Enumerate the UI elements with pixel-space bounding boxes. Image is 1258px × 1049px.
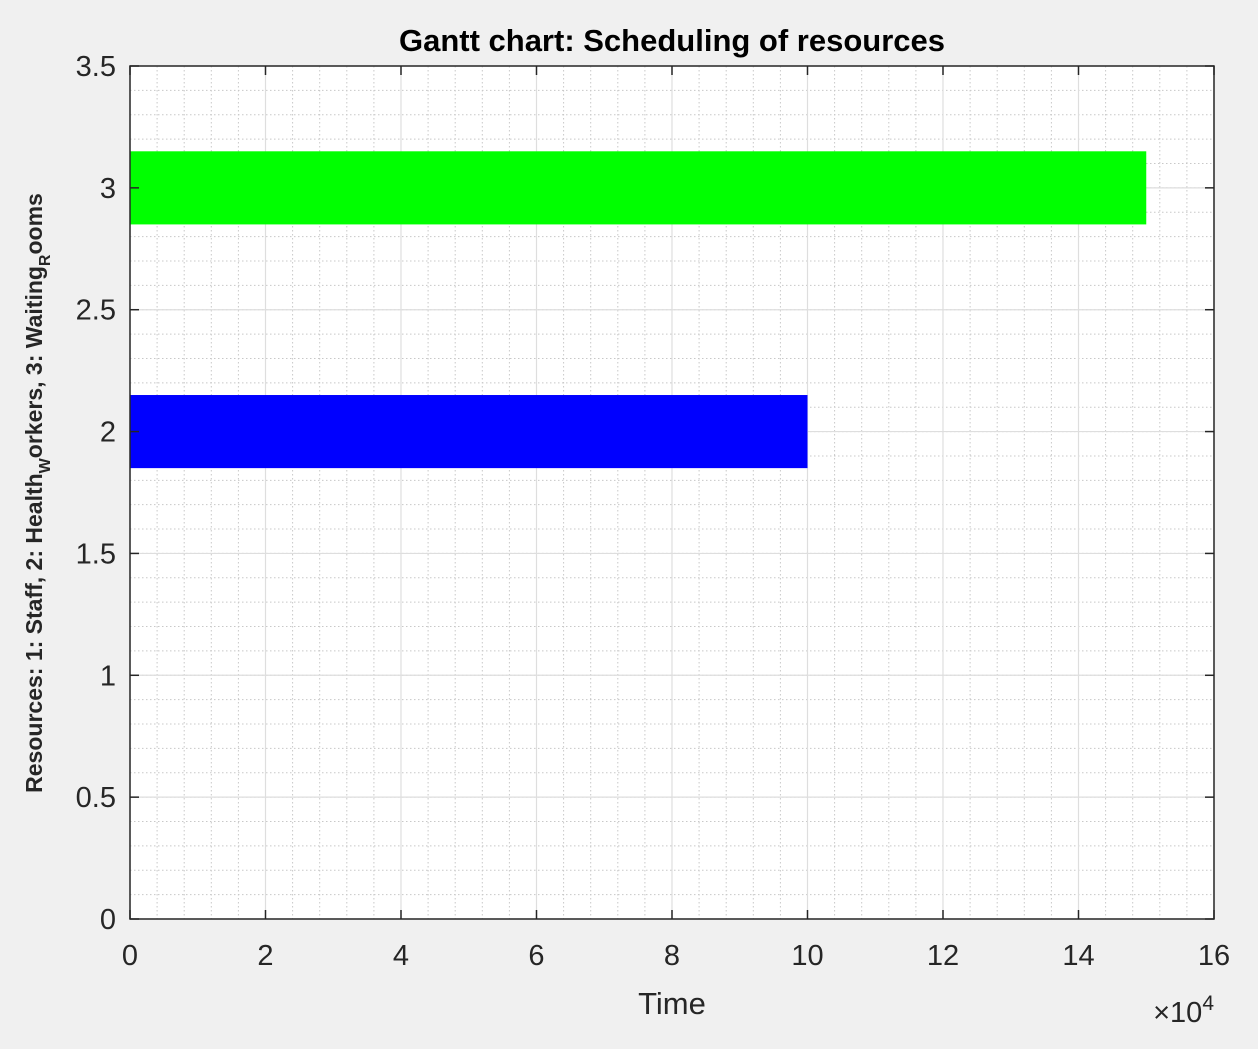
y-tick-label: 0 <box>100 904 116 936</box>
y-tick-labels: 0 0.5 1 1.5 2 2.5 3 3.5 <box>76 51 116 936</box>
y-tick-label: 1.5 <box>76 538 116 570</box>
x-tick-label: 12 <box>927 940 959 972</box>
x-tick-label: 14 <box>1062 940 1094 972</box>
gantt-bar-resource-3 <box>130 151 1147 225</box>
gantt-bar-resource-2 <box>130 395 808 469</box>
chart-title: Gantt chart: Scheduling of resources <box>399 23 945 58</box>
y-axis-label: Resources: 1: Staff, 2: HealthWorkers, 3… <box>21 193 54 793</box>
x-tick-label: 4 <box>393 940 409 972</box>
x-tick-labels: 0 2 4 6 8 10 12 14 16 <box>122 940 1230 972</box>
x-tick-label: 2 <box>257 940 273 972</box>
x-axis-multiplier: ×104 <box>1153 992 1214 1029</box>
x-tick-label: 6 <box>528 940 544 972</box>
y-tick-label: 0.5 <box>76 782 116 814</box>
y-tick-label: 3.5 <box>76 51 116 83</box>
tick-marks <box>129 65 1215 920</box>
y-tick-label: 2 <box>100 417 116 449</box>
bars-layer <box>130 151 1147 469</box>
x-tick-label: 16 <box>1198 940 1230 972</box>
y-tick-label: 3 <box>100 173 116 205</box>
x-axis-label: Time <box>638 986 706 1021</box>
y-tick-label: 1 <box>100 660 116 692</box>
x-tick-label: 8 <box>664 940 680 972</box>
x-tick-label: 10 <box>791 940 823 972</box>
y-tick-label: 2.5 <box>76 295 116 327</box>
x-tick-label: 0 <box>122 940 138 972</box>
